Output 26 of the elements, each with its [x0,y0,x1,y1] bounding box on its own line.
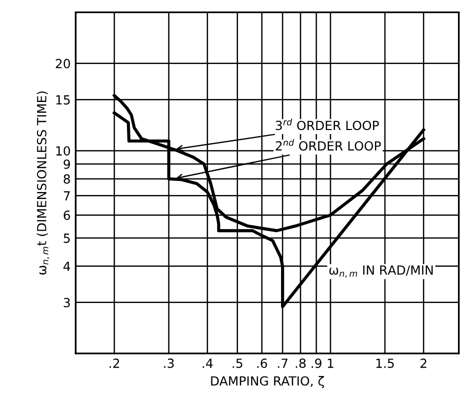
x-tick-label: 2 [420,358,426,368]
y-tick-label: 6 [64,210,70,220]
x-tick-label: .5 [232,358,242,368]
annotation: 3$^{rd}$ ORDER LOOP [276,118,379,130]
x-tick-label: .6 [257,358,268,368]
y-tick-label: 8 [64,174,70,184]
y-tick-label: 4 [63,262,70,271]
annotation: ω$_{n,m}$ IN RAD/MIN [329,265,433,278]
y-tick-label: 3 [64,298,70,308]
x-tick-label: .4 [202,358,213,368]
x-tick-label: 1 [328,358,334,368]
x-tick-label: .8 [296,358,306,368]
y-tick-label: 15 [56,95,70,105]
y-tick-label: 20 [56,58,70,68]
y-axis-title: ω$_{n,m}$t (DIMENSIONLESS TIME) [36,91,50,275]
x-tick-label: .7 [278,358,288,368]
x-tick-label: .3 [164,358,174,368]
y-tick-label: 5 [64,234,70,243]
x-tick-label: 1.5 [376,358,394,368]
y-tick-label: 10 [56,146,70,156]
annotation: 2$^{nd}$ ORDER LOOP [276,139,381,151]
y-tick-label: 7 [64,191,70,200]
x-tick-label: .2 [110,358,120,368]
y-tick-label: 9 [64,159,70,169]
x-tick-label: .9 [312,358,322,368]
x-axis-title: DAMPING RATIO, ζ [211,376,324,388]
